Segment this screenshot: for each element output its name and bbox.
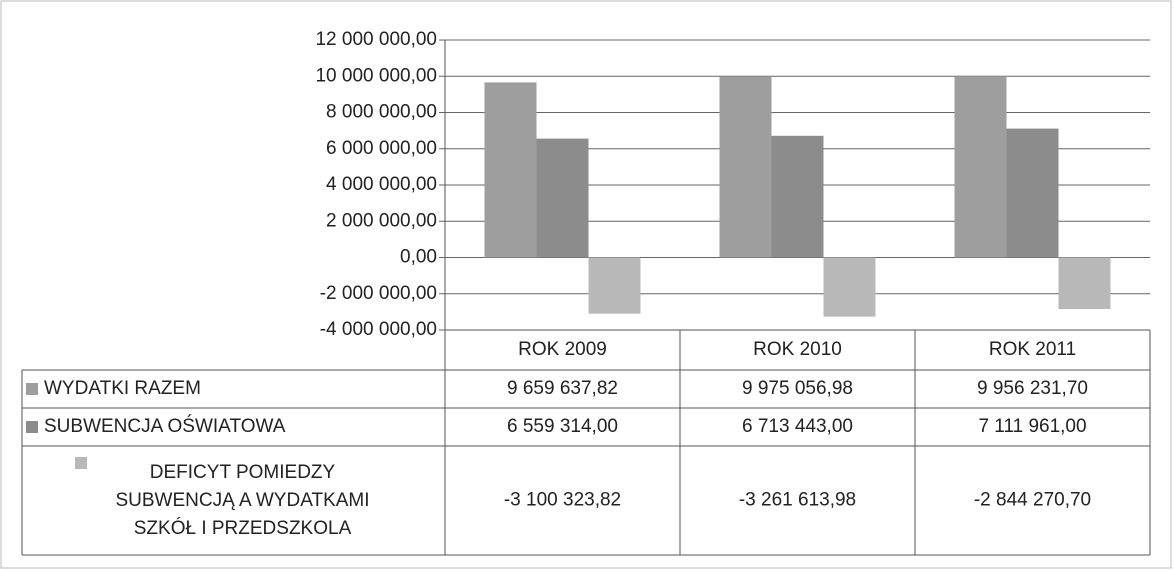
- bar: [1006, 128, 1059, 258]
- table-value: -3 261 613,98: [739, 490, 856, 511]
- legend-cell: WYDATKI RAZEM: [26, 372, 441, 406]
- legend-entry: DEFICYT POMIEDZY SUBWENCJĄ A WYDATKAMI S…: [26, 448, 441, 553]
- legend-cell: DEFICYT POMIEDZY SUBWENCJĄ A WYDATKAMI S…: [26, 448, 441, 553]
- legend-label: DEFICYT POMIEDZY SUBWENCJĄ A WYDATKAMI S…: [115, 461, 370, 539]
- legend-label: SUBWENCJA OŚWIATOWA: [44, 416, 286, 437]
- legend-label: WYDATKI RAZEM: [44, 378, 201, 399]
- legend-entry: WYDATKI RAZEM: [26, 372, 441, 406]
- y-tick-label: 6 000 000,00: [326, 138, 437, 159]
- table-value: -2 844 270,70: [974, 490, 1091, 511]
- bar: [484, 82, 537, 258]
- legend-entry: SUBWENCJA OŚWIATOWA: [26, 410, 441, 444]
- table-value: 9 975 056,98: [742, 378, 853, 399]
- bar: [536, 138, 589, 258]
- bar: [1058, 257, 1111, 310]
- bar: [823, 257, 876, 317]
- table-value: 7 111 961,00: [978, 416, 1086, 437]
- table-value: 6 559 314,00: [507, 416, 618, 437]
- bar: [771, 135, 824, 258]
- y-tick-label: 2 000 000,00: [326, 210, 437, 231]
- legend-cell: SUBWENCJA OŚWIATOWA: [26, 410, 441, 444]
- y-tick-label: 8 000 000,00: [326, 102, 437, 123]
- bar: [954, 77, 1007, 258]
- bar: [719, 76, 772, 258]
- y-tick-label: 10 000 000,00: [315, 65, 437, 86]
- y-tick-label: 12 000 000,00: [315, 29, 437, 50]
- y-tick-label: -4 000 000,00: [320, 319, 437, 340]
- bar: [588, 257, 641, 314]
- table-value: 9 956 231,70: [977, 378, 1088, 399]
- legend-swatch: [26, 383, 38, 395]
- x-tick-label: ROK 2011: [989, 339, 1076, 360]
- table-value: 6 713 443,00: [742, 416, 853, 437]
- legend-swatch: [74, 457, 87, 469]
- x-tick-label: ROK 2010: [753, 339, 842, 360]
- table-value: 9 659 637,82: [507, 378, 618, 399]
- x-tick-label: ROK 2009: [518, 339, 607, 360]
- table-value: -3 100 323,82: [504, 490, 621, 511]
- y-tick-label: -2 000 000,00: [320, 283, 437, 304]
- legend-swatch: [26, 421, 38, 433]
- y-tick-label: 0,00: [400, 247, 437, 268]
- y-tick-label: 4 000 000,00: [326, 174, 437, 195]
